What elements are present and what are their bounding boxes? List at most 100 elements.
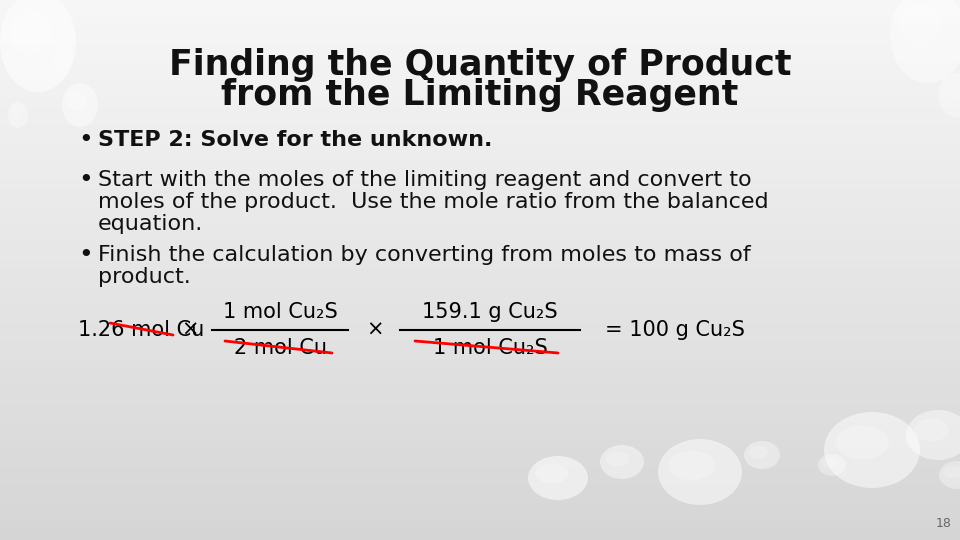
Bar: [0, 251, 960, 261]
Bar: [0, 503, 960, 513]
Bar: [0, 530, 960, 540]
Bar: [0, 494, 960, 504]
Text: Start with the moles of the limiting reagent and convert to: Start with the moles of the limiting rea…: [98, 170, 752, 190]
Bar: [0, 62, 960, 72]
Bar: [0, 179, 960, 189]
Text: ×: ×: [181, 320, 199, 340]
Ellipse shape: [749, 446, 768, 458]
Text: 1 mol Cu₂S: 1 mol Cu₂S: [223, 302, 337, 322]
Ellipse shape: [914, 418, 949, 441]
Ellipse shape: [528, 456, 588, 500]
Bar: [0, 98, 960, 108]
Text: 18: 18: [936, 517, 952, 530]
Bar: [0, 323, 960, 333]
Ellipse shape: [11, 106, 21, 118]
Text: •: •: [78, 168, 93, 192]
Bar: [0, 377, 960, 387]
Text: ×: ×: [367, 320, 384, 340]
Bar: [0, 521, 960, 531]
Bar: [0, 80, 960, 90]
Bar: [0, 197, 960, 207]
Bar: [0, 44, 960, 54]
Ellipse shape: [62, 83, 98, 127]
Bar: [0, 134, 960, 144]
Text: product.: product.: [98, 267, 191, 287]
Ellipse shape: [536, 464, 568, 483]
Bar: [0, 278, 960, 288]
Text: Finish the calculation by converting from moles to mass of: Finish the calculation by converting fro…: [98, 245, 751, 265]
Ellipse shape: [944, 466, 960, 478]
Bar: [0, 143, 960, 153]
Text: Finding the Quantity of Product: Finding the Quantity of Product: [169, 48, 791, 82]
Bar: [0, 359, 960, 369]
Ellipse shape: [906, 410, 960, 460]
Text: = 100 g Cu₂S: = 100 g Cu₂S: [605, 320, 745, 340]
Text: •: •: [78, 243, 93, 267]
Ellipse shape: [56, 50, 66, 61]
Ellipse shape: [53, 45, 73, 71]
Bar: [0, 26, 960, 36]
Bar: [0, 314, 960, 324]
Bar: [0, 53, 960, 63]
Ellipse shape: [668, 450, 714, 480]
Bar: [0, 224, 960, 234]
Bar: [0, 8, 960, 18]
Bar: [0, 458, 960, 468]
Bar: [0, 305, 960, 315]
Bar: [0, 332, 960, 342]
Bar: [0, 368, 960, 378]
Bar: [0, 341, 960, 351]
Bar: [0, 269, 960, 279]
Bar: [0, 215, 960, 225]
Ellipse shape: [836, 426, 889, 460]
Bar: [0, 512, 960, 522]
Bar: [0, 17, 960, 27]
Bar: [0, 296, 960, 306]
Bar: [0, 125, 960, 135]
Bar: [0, 233, 960, 243]
Bar: [0, 404, 960, 414]
Ellipse shape: [10, 10, 51, 55]
Ellipse shape: [824, 412, 920, 488]
Bar: [0, 395, 960, 405]
Ellipse shape: [938, 73, 960, 117]
Text: STEP 2: Solve for the unknown.: STEP 2: Solve for the unknown.: [98, 130, 492, 150]
Bar: [0, 287, 960, 297]
Text: 159.1 g Cu₂S: 159.1 g Cu₂S: [422, 302, 558, 322]
Bar: [0, 413, 960, 423]
Ellipse shape: [0, 0, 76, 92]
Bar: [0, 431, 960, 441]
Text: 1.26 mol Cu: 1.26 mol Cu: [78, 320, 204, 340]
Bar: [0, 71, 960, 81]
Text: equation.: equation.: [98, 214, 204, 234]
Bar: [0, 152, 960, 162]
Text: from the Limiting Reagent: from the Limiting Reagent: [222, 78, 738, 112]
Ellipse shape: [606, 451, 630, 466]
Ellipse shape: [939, 461, 960, 489]
Ellipse shape: [658, 439, 742, 505]
Bar: [0, 206, 960, 216]
Text: •: •: [78, 128, 93, 152]
Ellipse shape: [900, 4, 942, 47]
Bar: [0, 89, 960, 99]
Bar: [0, 440, 960, 450]
Bar: [0, 116, 960, 126]
Text: 2 mol Cu: 2 mol Cu: [233, 338, 326, 358]
Bar: [0, 161, 960, 171]
Ellipse shape: [66, 91, 86, 111]
Bar: [0, 188, 960, 198]
Ellipse shape: [890, 0, 960, 83]
Bar: [0, 35, 960, 45]
Bar: [0, 260, 960, 270]
Bar: [0, 476, 960, 486]
Bar: [0, 170, 960, 180]
Ellipse shape: [744, 441, 780, 469]
Ellipse shape: [818, 454, 846, 476]
Ellipse shape: [943, 80, 960, 100]
Ellipse shape: [822, 458, 837, 468]
Ellipse shape: [8, 102, 28, 128]
Bar: [0, 242, 960, 252]
Bar: [0, 467, 960, 477]
Bar: [0, 107, 960, 117]
Bar: [0, 0, 960, 9]
